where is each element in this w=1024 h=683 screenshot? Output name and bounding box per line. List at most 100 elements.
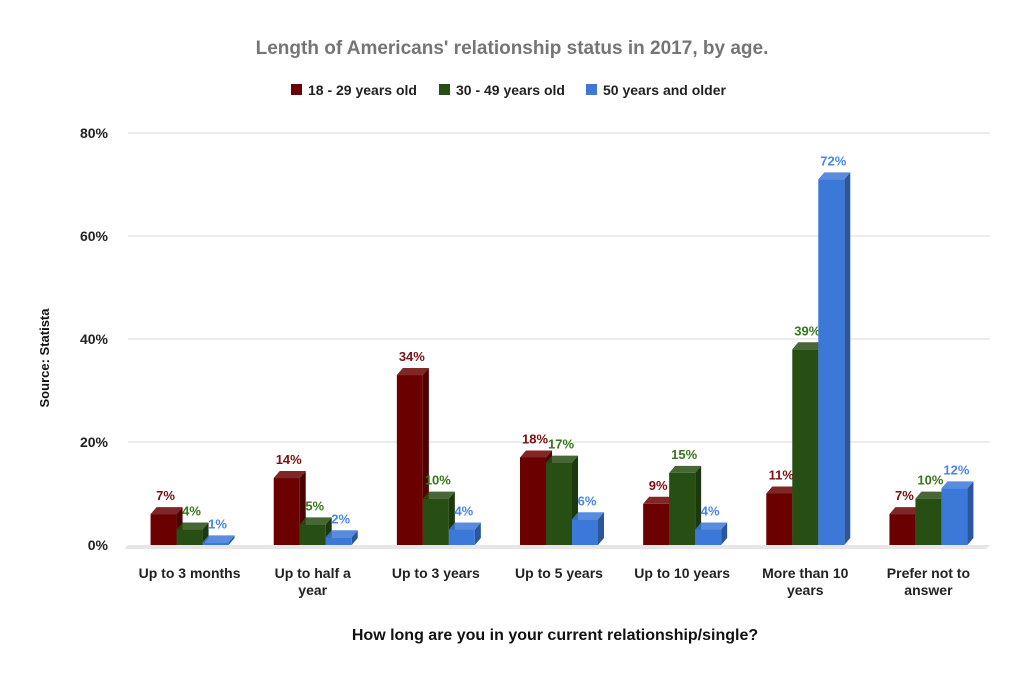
bar-front [818, 179, 845, 545]
bar [572, 512, 604, 545]
y-axis-ticks: 0% 20% 40% 60% 80% [80, 125, 109, 553]
bar-top [202, 535, 235, 543]
data-label: 14% [276, 452, 302, 467]
data-label: 12% [943, 462, 969, 477]
x-tick-label: Up to 3 years [392, 565, 480, 581]
chart-floor-plane [124, 545, 990, 549]
bar-front [325, 537, 352, 545]
bar [299, 517, 332, 545]
bar-top [766, 486, 799, 494]
legend-swatch [439, 84, 450, 95]
data-label: 11% [769, 468, 795, 483]
x-tick-label: Prefer not to answer [887, 565, 970, 598]
bar-top [520, 450, 552, 458]
bar-front [273, 478, 300, 545]
y-tick-label: 80% [80, 125, 109, 141]
data-label: 7% [156, 488, 175, 503]
bar-front [889, 514, 916, 545]
bar-top [792, 342, 825, 350]
bar [669, 465, 702, 545]
y-tick-label: 40% [80, 331, 109, 347]
legend-swatch [291, 84, 302, 95]
x-tick-label: More than 10 years [762, 565, 849, 598]
bar-front [792, 349, 819, 545]
bar-side [474, 522, 481, 545]
bar-front [520, 457, 546, 545]
bar-top [299, 517, 332, 525]
data-label: 34% [399, 349, 425, 364]
bar-front [299, 524, 326, 545]
legend-label: 18 - 29 years old [308, 82, 417, 98]
data-label: 5% [305, 498, 324, 513]
bar-front [695, 529, 722, 545]
data-label: 9% [649, 478, 668, 493]
x-axis-title: How long are you in your current relatio… [352, 627, 758, 644]
bar-front [422, 498, 449, 545]
bar-side [844, 172, 851, 545]
bar [325, 530, 358, 545]
bar [818, 172, 851, 545]
bar-side [967, 481, 974, 545]
legend: 18 - 29 years old 30 - 49 years old 50 yea… [291, 82, 727, 98]
bar-top [915, 491, 948, 499]
bar-side [721, 522, 728, 545]
bar-top [325, 530, 358, 538]
x-tick-label: Up to half a year [275, 565, 351, 598]
bar-top [150, 507, 183, 515]
bar-top [941, 481, 974, 489]
source-label: Source: Statista [37, 308, 52, 408]
data-label: 4% [454, 504, 473, 519]
bar-side [598, 512, 604, 545]
x-tick-label: Up to 3 months [139, 565, 241, 581]
bar-top [818, 172, 851, 180]
bar-front [202, 542, 229, 545]
bar-top [448, 522, 481, 530]
data-label: 1% [208, 516, 227, 531]
data-label: 7% [895, 488, 914, 503]
bar-front [176, 529, 203, 545]
chart-title: Length of Americans' relationship status… [256, 38, 769, 59]
data-label: 4% [701, 504, 720, 519]
data-label: 18% [522, 431, 548, 446]
data-label: 10% [917, 473, 943, 488]
bar-top [422, 491, 455, 499]
bar-top [546, 455, 578, 463]
bar [695, 522, 728, 545]
data-label: 6% [578, 493, 597, 508]
data-label: 2% [331, 511, 350, 526]
bar-top [669, 465, 702, 473]
bar-top [176, 522, 209, 530]
bar [448, 522, 481, 545]
bar [941, 481, 974, 545]
bar [273, 471, 306, 545]
bars: 7% 4% 1% 14% 5% 2% 34% 10% 4% 18% 17% 6% 9% 15% 4% 11% 3… [150, 153, 974, 545]
bar-side [351, 530, 358, 545]
y-tick-label: 20% [80, 434, 109, 450]
data-label: 4% [182, 504, 201, 519]
bar-top [643, 496, 676, 504]
bar-top [572, 512, 604, 520]
y-tick-label: 60% [80, 228, 109, 244]
data-label: 72% [820, 153, 846, 168]
y-tick-label: 0% [88, 537, 109, 553]
chart-floor [124, 545, 990, 549]
bar-front [643, 503, 670, 545]
bar-front [546, 462, 572, 545]
bar-top [273, 471, 306, 479]
bar [422, 491, 455, 545]
x-tick-label: Up to 5 years [515, 565, 603, 581]
bar-front [150, 514, 177, 545]
bar-side [228, 535, 235, 545]
legend-label: 50 years and older [603, 82, 727, 98]
data-label: 10% [425, 473, 451, 488]
data-label: 17% [548, 437, 574, 452]
bar-front [396, 375, 423, 545]
data-label: 15% [671, 447, 697, 462]
bar-front [572, 519, 598, 545]
legend-label: 30 - 49 years old [456, 82, 565, 98]
data-label: 39% [794, 323, 820, 338]
bar-front [766, 493, 793, 545]
bar-top [695, 522, 728, 530]
